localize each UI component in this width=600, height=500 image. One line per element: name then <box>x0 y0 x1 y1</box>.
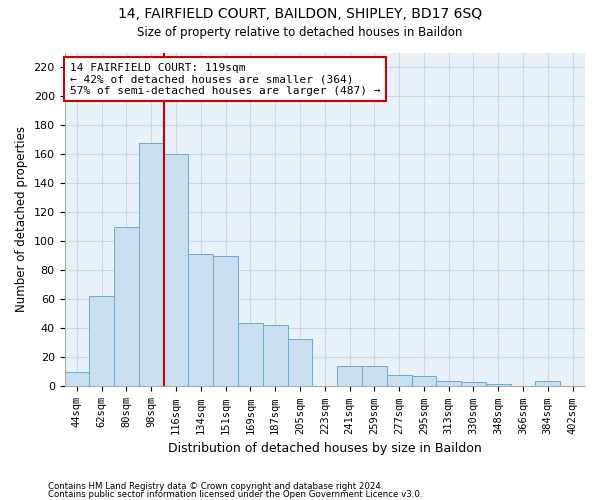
Bar <box>188 254 213 386</box>
Y-axis label: Number of detached properties: Number of detached properties <box>15 126 28 312</box>
Bar <box>461 382 486 386</box>
Bar <box>139 142 164 386</box>
Text: 14 FAIRFIELD COURT: 119sqm
← 42% of detached houses are smaller (364)
57% of sem: 14 FAIRFIELD COURT: 119sqm ← 42% of deta… <box>70 62 380 96</box>
Bar <box>89 296 114 386</box>
Bar <box>213 256 238 386</box>
Bar <box>535 380 560 386</box>
Bar <box>337 366 362 386</box>
Bar <box>412 376 436 386</box>
X-axis label: Distribution of detached houses by size in Baildon: Distribution of detached houses by size … <box>168 442 482 455</box>
Text: Contains public sector information licensed under the Open Government Licence v3: Contains public sector information licen… <box>48 490 422 499</box>
Bar <box>486 384 511 386</box>
Bar <box>114 226 139 386</box>
Text: Contains HM Land Registry data © Crown copyright and database right 2024.: Contains HM Land Registry data © Crown c… <box>48 482 383 491</box>
Bar <box>387 375 412 386</box>
Bar <box>164 154 188 386</box>
Bar <box>263 326 287 386</box>
Bar <box>287 338 313 386</box>
Bar <box>436 380 461 386</box>
Bar <box>238 322 263 386</box>
Bar <box>362 366 387 386</box>
Text: 14, FAIRFIELD COURT, BAILDON, SHIPLEY, BD17 6SQ: 14, FAIRFIELD COURT, BAILDON, SHIPLEY, B… <box>118 8 482 22</box>
Bar <box>65 372 89 386</box>
Text: Size of property relative to detached houses in Baildon: Size of property relative to detached ho… <box>137 26 463 39</box>
